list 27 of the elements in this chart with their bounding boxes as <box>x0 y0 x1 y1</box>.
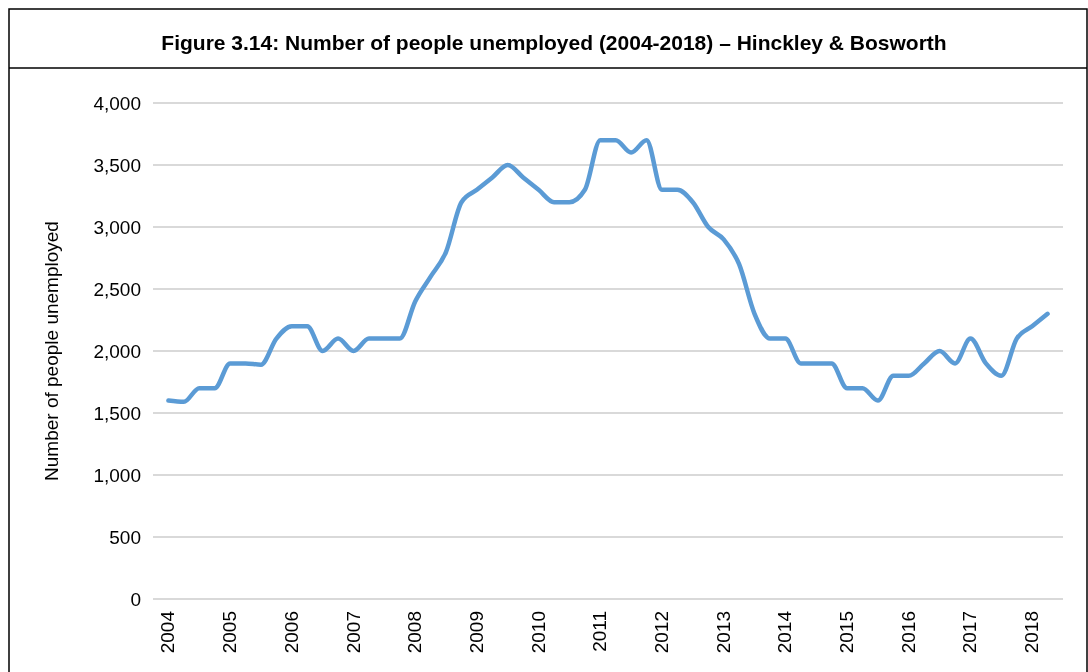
y-tick-label: 500 <box>109 526 141 548</box>
x-tick-label: 2014 <box>774 610 796 654</box>
y-tick-label: 1,000 <box>93 464 141 486</box>
x-tick-label: 2004 <box>157 610 179 654</box>
y-tick-label: 2,000 <box>93 340 141 362</box>
x-tick-label: 2007 <box>342 611 364 654</box>
y-tick-label: 1,500 <box>93 402 141 424</box>
y-tick-label: 0 <box>130 588 141 610</box>
y-tick-label: 2,500 <box>93 278 141 300</box>
x-tick-label: 2006 <box>280 611 302 654</box>
x-tick-label: 2011 <box>589 611 611 652</box>
x-tick-label: 2012 <box>650 611 672 654</box>
y-tick-label: 4,000 <box>93 92 141 114</box>
x-tick-label: 2015 <box>836 611 858 654</box>
x-tick-label: 2016 <box>897 611 919 654</box>
x-tick-label: 2009 <box>465 611 487 654</box>
x-tick-label: 2017 <box>959 611 981 654</box>
x-tick-label: 2008 <box>404 611 426 654</box>
x-tick-label: 2013 <box>712 611 734 654</box>
line-series <box>166 137 1050 405</box>
x-tick-label: 2018 <box>1021 611 1043 654</box>
chart-title: Figure 3.14: Number of people unemployed (2004-2018) – Hinckley & Bosworth <box>161 31 947 54</box>
y-tick-label: 3,500 <box>93 154 141 176</box>
y-tick-label: 3,000 <box>93 216 141 238</box>
y-axis-title: Number of people unemployed <box>41 221 62 481</box>
x-tick-label: 2005 <box>219 611 241 654</box>
x-tick-label: 2010 <box>527 611 549 654</box>
